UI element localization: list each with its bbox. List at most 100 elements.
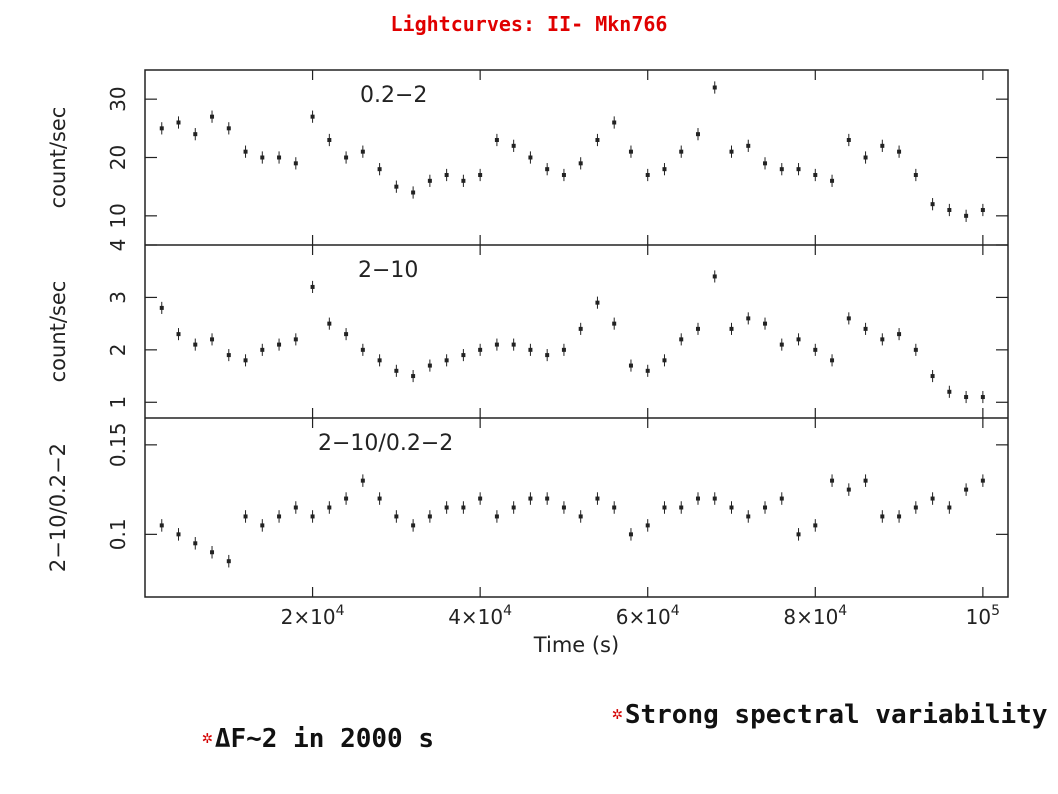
panel-1-data-point — [729, 149, 734, 154]
panel-2-data-point — [645, 368, 650, 373]
panel-1-data-point — [344, 155, 349, 160]
panel-2-data-point — [176, 332, 181, 337]
panel-1-data-point — [628, 149, 633, 154]
panel-3-data-point — [293, 505, 298, 510]
panel-2-data-point — [578, 326, 583, 331]
panel-1-data-point — [763, 161, 768, 166]
panel-2-data-point — [679, 337, 684, 342]
panel-2-data-point — [277, 342, 282, 347]
panel-1-data-point — [662, 167, 667, 172]
panel-1-data-point — [310, 114, 315, 119]
panel-1-data-point — [746, 143, 751, 148]
panel-1-data-point — [260, 155, 265, 160]
panel-3-data-point — [628, 532, 633, 537]
xtick-label: 2×104 — [281, 603, 345, 629]
panel-1-data-point — [863, 155, 868, 160]
panel-3-data-point — [176, 532, 181, 537]
panel-3-data-point — [662, 505, 667, 510]
panel-1-data-point — [813, 173, 818, 177]
panel-2-data-point — [193, 342, 198, 347]
panel-1-data-point — [645, 173, 650, 177]
panel-3-data-point — [511, 505, 516, 510]
panel-3-data-point — [578, 514, 583, 519]
panel-2-data-point — [210, 337, 215, 342]
panel-1-data-point — [243, 149, 248, 154]
panel-1-data-point — [612, 120, 617, 125]
panel-2-data-point — [612, 321, 617, 326]
xlabel: Time (s) — [533, 633, 619, 657]
panel-3-data-point — [226, 559, 231, 564]
panel-1-data-point — [897, 149, 902, 154]
panel-2-data-point — [528, 347, 533, 352]
panel-1-data-point — [980, 208, 985, 212]
bullet-text: Strong spectral variability — [624, 700, 1048, 730]
panel-1-ytick-label: 10 — [106, 203, 130, 228]
panel-2-data-point — [344, 332, 349, 337]
bullet-flux-change: ✲ΔF~2 in 2000 s — [202, 724, 434, 754]
panel-3-data-point — [863, 478, 868, 483]
panel-1-data-point — [846, 138, 851, 142]
panel-1-data-point — [461, 178, 466, 183]
panel-3-data-point — [344, 496, 349, 501]
panel-1-data-point — [796, 167, 801, 172]
panel-3-data-point — [494, 514, 499, 519]
panel-2-data-point — [444, 358, 449, 363]
panel-1-data-point — [210, 114, 215, 119]
panel-1-data-point — [913, 173, 918, 177]
panel-3-data-point — [377, 496, 382, 501]
panel-2-data-point — [980, 395, 985, 400]
panel-2-data-point — [260, 347, 265, 352]
panel-1-band-label: 0.2−2 — [360, 83, 427, 108]
panel-2-data-point — [327, 321, 332, 326]
panel-3-data-point — [880, 514, 885, 519]
panel-1-data-point — [695, 132, 700, 137]
panel-1-data-point — [528, 155, 533, 160]
panel-3-data-point — [210, 550, 215, 555]
panel-3-data-point — [461, 505, 466, 510]
panel-2-data-point — [930, 374, 935, 379]
panel-2-data-point — [478, 347, 483, 352]
panel-2-data-point — [545, 353, 550, 358]
panel-2-data-point — [712, 274, 717, 279]
panel-3-data-point — [478, 496, 483, 501]
panel-1-data-point — [561, 173, 566, 177]
panel-1-data-point — [277, 155, 282, 160]
panel-1-data-point — [964, 213, 969, 218]
panel-3-data-point — [360, 478, 365, 483]
panel-1-data-point — [679, 149, 684, 154]
panel-2-ytick-label: 1 — [106, 396, 130, 409]
panel-2-data-point — [897, 332, 902, 337]
panel-2-data-point — [427, 363, 432, 368]
panel-1-data-point — [176, 120, 181, 125]
panel-2-data-point — [226, 353, 231, 358]
panel-3-data-point — [779, 496, 784, 501]
panel-2-ytick-label: 3 — [106, 291, 130, 304]
panel-2-data-point — [763, 321, 768, 326]
xtick-label: 105 — [966, 603, 1000, 629]
panel-2-band-label: 2−10 — [358, 258, 418, 283]
bullet-spectral-variability: ✲Strong spectral variability — [612, 700, 1047, 730]
panel-2-ylabel: count/sec — [46, 281, 70, 383]
panel-1-data-point — [377, 167, 382, 172]
panel-3-data-point — [159, 523, 164, 528]
panel-2-data-point — [511, 342, 516, 347]
panel-1-data-point — [947, 208, 952, 212]
panel-3-data-point — [427, 514, 432, 519]
panel-3-data-point — [394, 514, 399, 519]
panel-1-data-point — [494, 138, 499, 142]
panel-2-data-point — [394, 368, 399, 373]
red-star-icon: ✲ — [202, 727, 213, 748]
panel-3-data-point — [528, 496, 533, 501]
panel-3-data-point — [964, 487, 969, 492]
panel-1-data-point — [411, 190, 416, 195]
panel-1-data-point — [159, 126, 164, 131]
panel-2-data-point — [377, 358, 382, 363]
panel-3-data-point — [746, 514, 751, 519]
panel-3-data-point — [712, 496, 717, 501]
panel-1-data-point — [578, 161, 583, 166]
panel-2-data-point — [695, 326, 700, 331]
lightcurve-figure: 0.2−2 10 20 30 count/sec 2−10 1 2 3 4 count/sec 2−1… — [46, 69, 1009, 657]
panel-1-data-point — [226, 126, 231, 131]
panel-1-data-point — [779, 167, 784, 172]
panel-3-data-point — [729, 505, 734, 510]
